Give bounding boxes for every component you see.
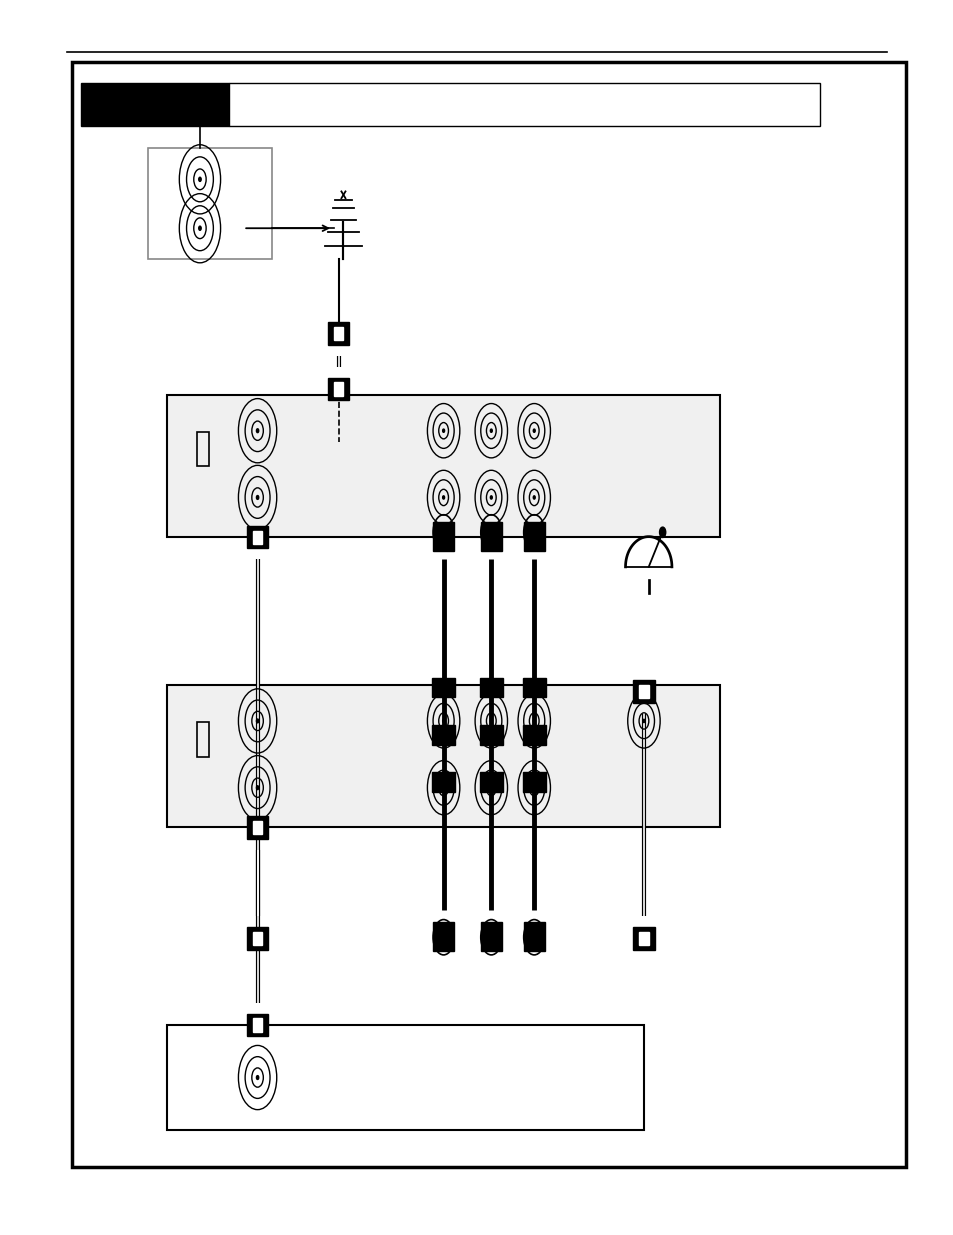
Bar <box>633 680 654 703</box>
Bar <box>71 62 905 1167</box>
Ellipse shape <box>490 429 492 432</box>
Bar <box>522 678 545 698</box>
Bar <box>148 148 272 259</box>
Ellipse shape <box>198 226 201 230</box>
Ellipse shape <box>533 495 535 499</box>
Bar <box>334 383 343 395</box>
Bar <box>334 327 343 340</box>
Bar <box>229 83 820 126</box>
Ellipse shape <box>256 1076 258 1079</box>
Bar <box>479 725 502 745</box>
Bar <box>523 522 544 551</box>
Bar <box>167 685 720 827</box>
Bar <box>253 1019 262 1031</box>
Bar <box>196 722 210 757</box>
Ellipse shape <box>490 495 492 499</box>
Bar <box>480 923 501 951</box>
Bar <box>639 685 648 698</box>
Ellipse shape <box>533 719 535 722</box>
Ellipse shape <box>490 719 492 722</box>
Ellipse shape <box>256 785 258 789</box>
Bar <box>247 1014 268 1036</box>
Ellipse shape <box>256 429 258 432</box>
Bar <box>328 378 349 400</box>
Bar <box>432 678 455 698</box>
Bar <box>433 522 454 551</box>
Ellipse shape <box>642 719 644 722</box>
Ellipse shape <box>198 178 201 182</box>
Bar <box>479 678 502 698</box>
Bar <box>167 1025 643 1130</box>
Ellipse shape <box>533 785 535 789</box>
Bar <box>196 432 210 467</box>
Bar <box>432 725 455 745</box>
Bar <box>639 932 648 945</box>
Ellipse shape <box>256 495 258 499</box>
Ellipse shape <box>442 785 444 789</box>
Bar <box>247 816 268 839</box>
Bar <box>523 923 544 951</box>
Bar <box>522 725 545 745</box>
Bar <box>253 932 262 945</box>
Bar <box>633 927 654 950</box>
Ellipse shape <box>659 527 665 537</box>
Ellipse shape <box>256 719 258 722</box>
Bar <box>247 927 268 950</box>
Bar <box>253 821 262 834</box>
Bar <box>328 322 349 345</box>
Ellipse shape <box>442 429 444 432</box>
Bar <box>247 526 268 548</box>
Bar <box>479 772 502 792</box>
Ellipse shape <box>442 719 444 722</box>
Bar <box>480 522 501 551</box>
Ellipse shape <box>442 495 444 499</box>
Bar <box>433 923 454 951</box>
Ellipse shape <box>533 429 535 432</box>
Bar <box>167 395 720 537</box>
Bar <box>81 83 229 126</box>
Bar <box>522 772 545 792</box>
Bar <box>432 772 455 792</box>
Bar <box>253 531 262 543</box>
Ellipse shape <box>490 785 492 789</box>
